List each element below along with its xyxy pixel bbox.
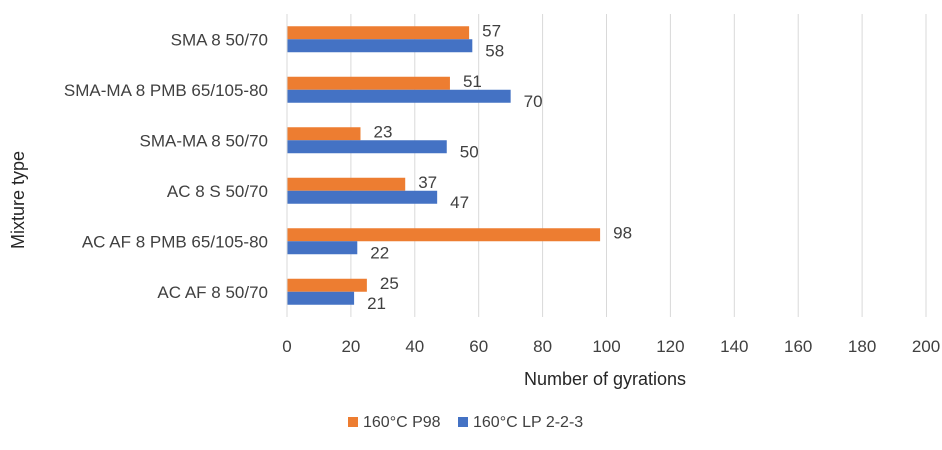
x-tick-label: 0 <box>282 337 291 356</box>
x-tick-label: 140 <box>720 337 748 356</box>
bar-lp-2-2-3 <box>287 241 358 255</box>
data-label: 22 <box>370 243 389 262</box>
category-label: SMA-MA 8 PMB 65/105-80 <box>64 81 268 100</box>
legend-label: 160°C P98 <box>363 414 441 431</box>
bar-lp-2-2-3 <box>287 140 447 154</box>
bar-p98 <box>287 127 361 141</box>
x-tick-label: 40 <box>405 337 424 356</box>
bar-lp-2-2-3 <box>287 190 438 204</box>
category-label: SMA-MA 8 50/70 <box>139 131 268 150</box>
x-tick-label: 20 <box>341 337 360 356</box>
data-label: 25 <box>380 274 399 293</box>
bar-p98 <box>287 228 601 242</box>
bar-p98 <box>287 76 450 90</box>
bar-layer <box>287 26 601 305</box>
data-label: 70 <box>524 92 543 111</box>
x-tick-label: 200 <box>912 337 940 356</box>
bar-lp-2-2-3 <box>287 89 511 103</box>
bar-p98 <box>287 278 367 292</box>
legend-swatch <box>348 417 358 427</box>
x-tick-label: 120 <box>656 337 684 356</box>
bar-p98 <box>287 26 470 40</box>
data-label: 23 <box>373 122 392 141</box>
data-label: 58 <box>485 41 504 60</box>
x-axis-title: Number of gyrations <box>524 369 686 389</box>
x-tick-label: 60 <box>469 337 488 356</box>
y-axis-title: Mixture type <box>8 151 28 249</box>
grid-layer <box>286 14 927 317</box>
x-tick-label: 160 <box>784 337 812 356</box>
legend: 160°C P98 160°C LP 2-2-3 <box>348 414 583 431</box>
x-tick-label: 100 <box>592 337 620 356</box>
data-label: 51 <box>463 72 482 91</box>
x-tick-label: 80 <box>533 337 552 356</box>
category-label: SMA 8 50/70 <box>171 30 268 49</box>
bar-lp-2-2-3 <box>287 39 473 53</box>
category-label: AC 8 S 50/70 <box>167 182 268 201</box>
data-label: 47 <box>450 193 469 212</box>
category-label: AC AF 8 50/70 <box>157 283 268 302</box>
category-label: AC AF 8 PMB 65/105-80 <box>82 232 268 251</box>
x-tick-label: 180 <box>848 337 876 356</box>
data-label: 37 <box>418 173 437 192</box>
data-label: 57 <box>482 21 501 40</box>
legend-swatch <box>458 417 468 427</box>
bar-p98 <box>287 177 406 191</box>
data-label: 98 <box>613 223 632 242</box>
legend-label: 160°C LP 2-2-3 <box>473 414 583 431</box>
data-label: 50 <box>460 142 479 161</box>
data-label: 21 <box>367 294 386 313</box>
axis-layer: 0 20 40 60 80 100 120 140 160 180 200 SMA 8 50/70 SM… <box>64 14 940 356</box>
bar-lp-2-2-3 <box>287 291 355 305</box>
